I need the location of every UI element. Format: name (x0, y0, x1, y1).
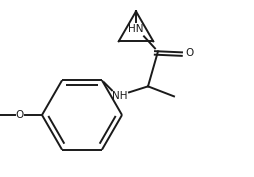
Text: O: O (16, 110, 24, 120)
Text: NH: NH (112, 91, 128, 101)
Text: O: O (186, 48, 194, 58)
Text: HN: HN (128, 24, 144, 34)
